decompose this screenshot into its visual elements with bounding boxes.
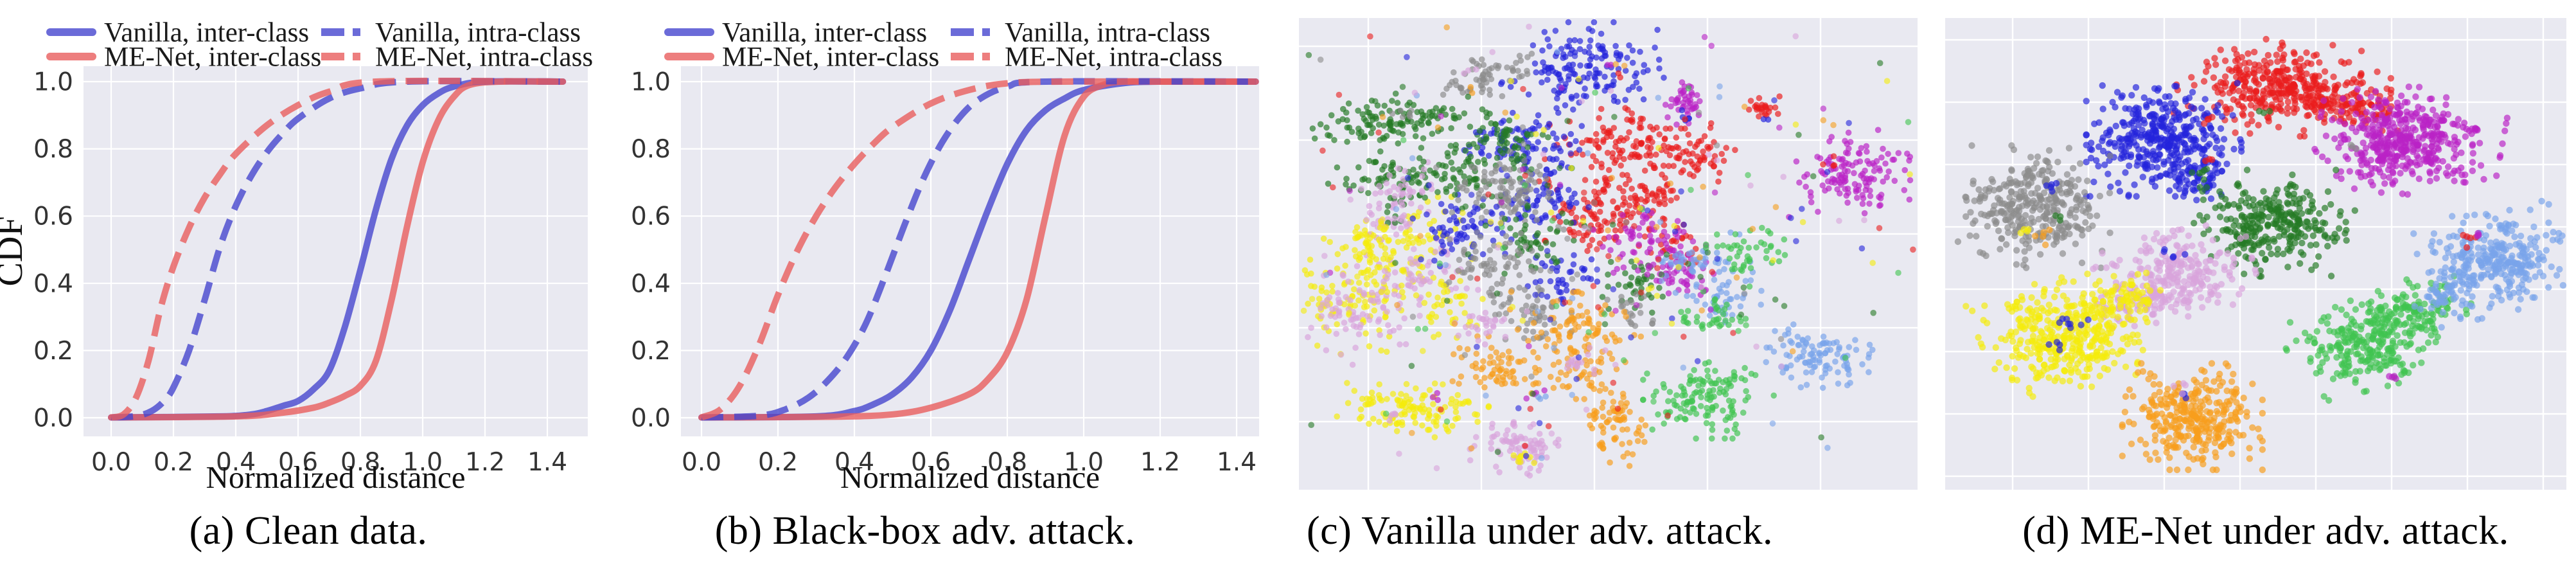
caption-c: (c) Vanilla under adv. attack. [1307, 509, 1773, 553]
panel-a-xtick: 0.2 [154, 448, 193, 477]
panel-b-gridlines [681, 66, 1259, 436]
panel-a-ytick: 1.0 [33, 68, 73, 97]
panel-a-ytick: 0.6 [33, 202, 73, 231]
panel-a-curve-3 [110, 77, 563, 421]
panel-a-xtick: 0.8 [340, 448, 380, 477]
panel-a-curve-2 [110, 78, 563, 421]
panel-a-xtick: 0.6 [278, 448, 318, 477]
panel-a-xtick: 0.4 [216, 448, 256, 477]
legend-label: Vanilla, intra-class [1005, 18, 1210, 48]
panel-a-ytick: 0.2 [33, 337, 73, 366]
panel-b-curve-2 [701, 78, 1256, 421]
panel-b-xlabel: Normalized distance [840, 460, 1100, 495]
panel-b-xtick: 1.2 [1140, 448, 1180, 477]
panel-a-xtick: 0.0 [91, 448, 131, 477]
panel-c-tsne-scatter [1299, 18, 1918, 490]
panel-b-ytick: 0.8 [631, 135, 671, 164]
panel-a-xtick: 1.0 [403, 448, 443, 477]
legend-label: Vanilla, inter-class [722, 18, 927, 48]
legend-label: Vanilla, intra-class [375, 18, 581, 48]
panel-a-curve-1 [108, 78, 567, 421]
panel-b-ytick: 0.6 [631, 202, 671, 231]
panel-b-tick-labels: 0.0 0.2 0.4 0.6 0.8 1.0 1.2 1.4 0.0 0.2 0.4 0.6 0.8 1… [631, 68, 1257, 478]
panel-a-ytick: 0.0 [33, 404, 73, 433]
panel-b-ytick: 0.0 [631, 404, 671, 433]
panel-a-ylabel: CDF [0, 217, 30, 287]
legend-label: ME-Net, inter-class [722, 42, 939, 73]
panel-b-ytick: 0.2 [631, 337, 671, 366]
panel-b-curve-3 [700, 78, 1256, 421]
panel-b-xtick: 1.0 [1064, 448, 1104, 477]
panel-a-tick-labels: 0.0 0.2 0.4 0.6 0.8 1.0 1.2 1.4 0.0 0.2 0.4 0.6 0.8 1… [33, 68, 567, 478]
caption-d: (d) ME-Net under adv. attack. [2022, 509, 2509, 553]
panel-b-curves [698, 78, 1259, 421]
panel-a-plot-background [84, 66, 588, 436]
panel-d-tsne-scatter [1945, 18, 2567, 490]
panel-b-xtick: 0.2 [758, 448, 798, 477]
panel-a-curves [108, 77, 567, 421]
panel-d-points [1954, 35, 2567, 474]
legend-label: Vanilla, inter-class [104, 18, 309, 48]
legend-label: ME-Net, inter-class [104, 42, 321, 73]
panel-c-points [1300, 19, 1916, 479]
panel-b-xtick: 0.6 [911, 448, 951, 477]
panel-b-ytick: 1.0 [631, 68, 671, 97]
caption-a: (a) Clean data. [189, 509, 428, 553]
panel-b-xtick: 1.4 [1217, 448, 1257, 477]
panel-b-xtick: 0.4 [834, 448, 874, 477]
panel-b-ytick: 0.4 [631, 269, 671, 298]
legend-label: ME-Net, intra-class [1005, 42, 1222, 73]
panel-a-xtick: 1.4 [527, 448, 567, 477]
caption-b: (b) Black-box adv. attack. [714, 509, 1136, 553]
panel-a-cdf-chart: 0.0 0.2 0.4 0.6 0.8 1.0 1.2 1.4 0.0 0.2 0.4 0.6 0.8 1… [0, 18, 593, 496]
panel-a-ytick: 0.8 [33, 135, 73, 164]
panel-b-cdf-chart: 0.0 0.2 0.4 0.6 0.8 1.0 1.2 1.4 0.0 0.2 0.4 0.6 0.8 1… [631, 18, 1259, 495]
panel-a-xtick: 1.2 [465, 448, 505, 477]
panel-a-xlabel: Normalized distance [206, 460, 465, 495]
panel-a-ytick: 0.4 [33, 269, 73, 298]
panel-b-xtick: 0.0 [682, 448, 721, 477]
legend-label: ME-Net, intra-class [375, 42, 593, 73]
panel-b-xtick: 0.8 [987, 448, 1027, 477]
